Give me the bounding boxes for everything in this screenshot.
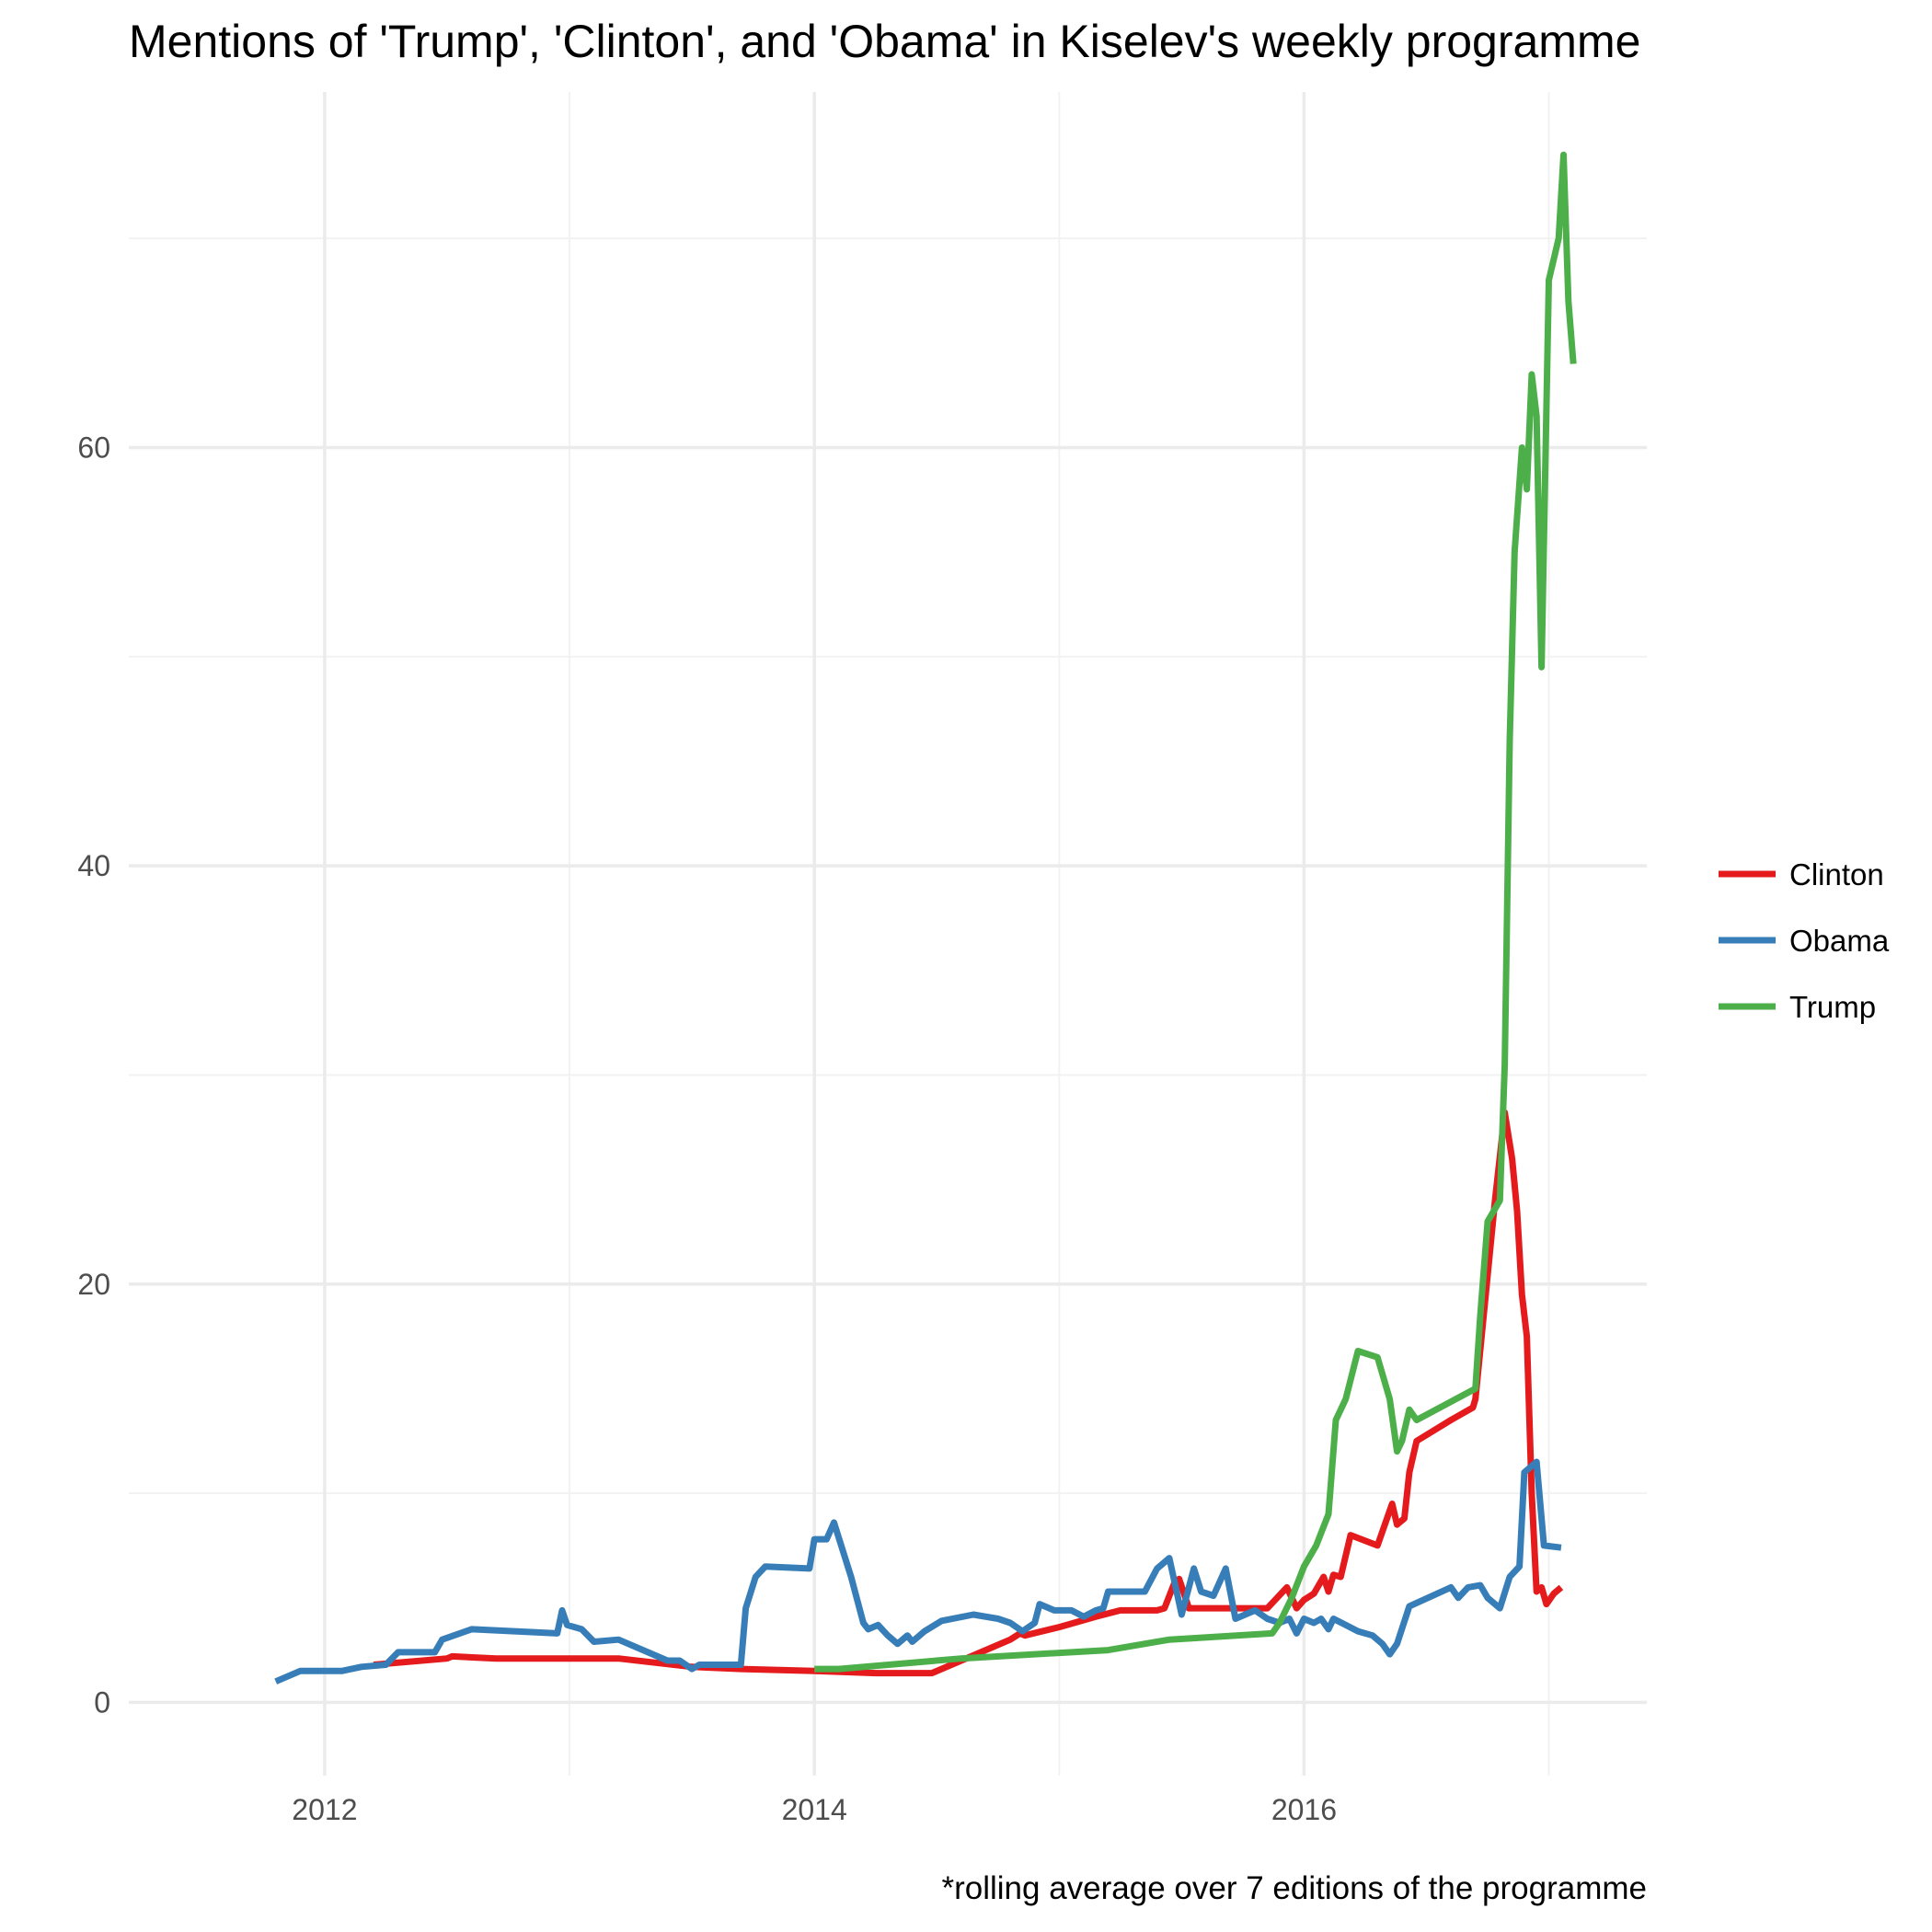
major-gridlines (129, 92, 1647, 1776)
series-line-trump (814, 151, 1577, 1673)
plot-panel (129, 92, 1647, 1776)
x-axis-tick-labels: 2012 2014 2016 (292, 1793, 1337, 1826)
legend-label-obama: Obama (1789, 924, 1890, 958)
y-tick-label: 20 (77, 1268, 110, 1301)
series-lines (274, 151, 1577, 1685)
legend: Clinton Obama Trump (1719, 857, 1890, 1024)
chart-title: Mentions of 'Trump', 'Clinton', and 'Oba… (129, 16, 1640, 67)
y-axis-tick-labels: 0 20 40 60 (77, 431, 110, 1719)
series-line-obama (274, 1458, 1562, 1685)
x-tick-label: 2014 (782, 1793, 847, 1826)
y-tick-label: 60 (77, 431, 110, 464)
x-tick-label: 2016 (1271, 1793, 1337, 1826)
minor-gridlines (129, 92, 1647, 1776)
x-tick-label: 2012 (292, 1793, 357, 1826)
legend-label-trump: Trump (1789, 990, 1876, 1024)
y-tick-label: 0 (94, 1685, 110, 1719)
series-line-clinton (373, 1109, 1564, 1677)
y-tick-label: 40 (77, 849, 110, 882)
legend-label-clinton: Clinton (1789, 857, 1884, 891)
chart-caption: *rolling average over 7 editions of the … (941, 1870, 1647, 1906)
